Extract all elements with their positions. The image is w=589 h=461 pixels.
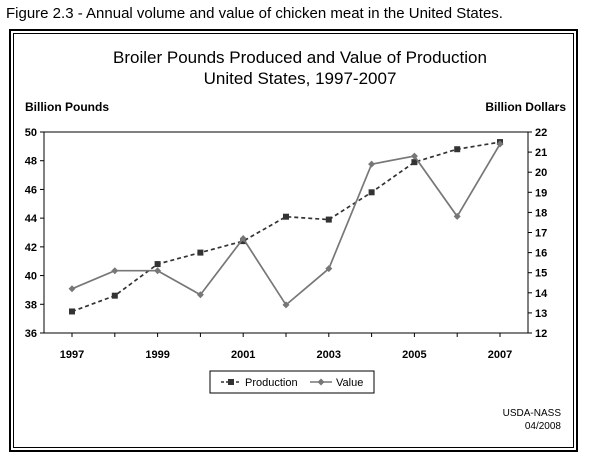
legend-production-label: Production (245, 377, 298, 389)
production-series-line (71, 141, 501, 313)
value-point (111, 267, 119, 275)
y-right-tick-label: 18 (535, 207, 547, 219)
legend-value-label: Value (336, 377, 363, 389)
legend-value-marker (317, 378, 325, 386)
y-right-tick-label: 13 (535, 308, 547, 320)
y-right-tick-label: 20 (535, 167, 547, 179)
value-point (68, 285, 76, 293)
production-point (197, 249, 204, 256)
y-right-tick-label: 19 (535, 187, 547, 199)
y-left-axis-title: Billion Pounds (25, 100, 109, 114)
legend-box (209, 370, 375, 394)
value-point (196, 291, 204, 299)
value-point (453, 212, 461, 220)
y-right-axis-title: Billion Dollars (485, 100, 566, 114)
production-point (325, 216, 332, 223)
production-point (368, 189, 375, 196)
y-right-tick-label: 14 (535, 288, 548, 300)
y-left-tick-label: 44 (25, 213, 38, 225)
value-point (368, 160, 376, 168)
production-point (69, 308, 75, 315)
y-right-tick-label: 15 (535, 268, 547, 280)
y-left-tick-label: 38 (25, 299, 37, 311)
y-right-tick-label: 12 (535, 328, 547, 340)
value-point (282, 301, 290, 309)
x-tick-label: 2003 (317, 349, 341, 361)
y-right-tick-label: 21 (535, 147, 547, 159)
y-right-tick-label: 22 (535, 127, 547, 139)
x-tick-label: 2007 (488, 349, 512, 361)
value-point (154, 267, 162, 275)
chart-frame (9, 29, 578, 452)
value-point (410, 152, 418, 160)
production-point (283, 213, 289, 220)
y-left-tick-label: 42 (25, 242, 37, 254)
production-point (111, 292, 118, 299)
source-line1: USDA-NASS (503, 408, 562, 419)
legend-production-marker (228, 379, 234, 385)
y-left-tick-label: 50 (25, 127, 37, 139)
x-tick-label: 1999 (145, 349, 169, 361)
value-point (239, 235, 247, 243)
source-line2: 04/2008 (525, 421, 562, 432)
y-left-tick-label: 36 (25, 328, 37, 340)
y-right-tick-label: 17 (535, 228, 547, 240)
y-left-tick-label: 48 (25, 156, 37, 168)
chart-frame-inner (13, 33, 574, 448)
y-right-tick-label: 16 (535, 248, 547, 260)
figure-caption: Figure 2.3 - Annual volume and value of … (6, 5, 503, 22)
x-tick-label: 2001 (231, 349, 255, 361)
value-point (496, 140, 504, 148)
production-point (454, 146, 461, 153)
chart-title-line2: United States, 1997-2007 (204, 69, 397, 88)
x-tick-label: 2005 (402, 349, 426, 361)
production-point (154, 261, 161, 268)
y-left-tick-label: 40 (25, 271, 37, 283)
x-tick-label: 1997 (60, 349, 84, 361)
production-point (411, 159, 418, 166)
y-left-tick-label: 46 (25, 184, 37, 196)
chart-title-line1: Broiler Pounds Produced and Value of Pro… (113, 48, 487, 67)
value-point (325, 265, 333, 273)
